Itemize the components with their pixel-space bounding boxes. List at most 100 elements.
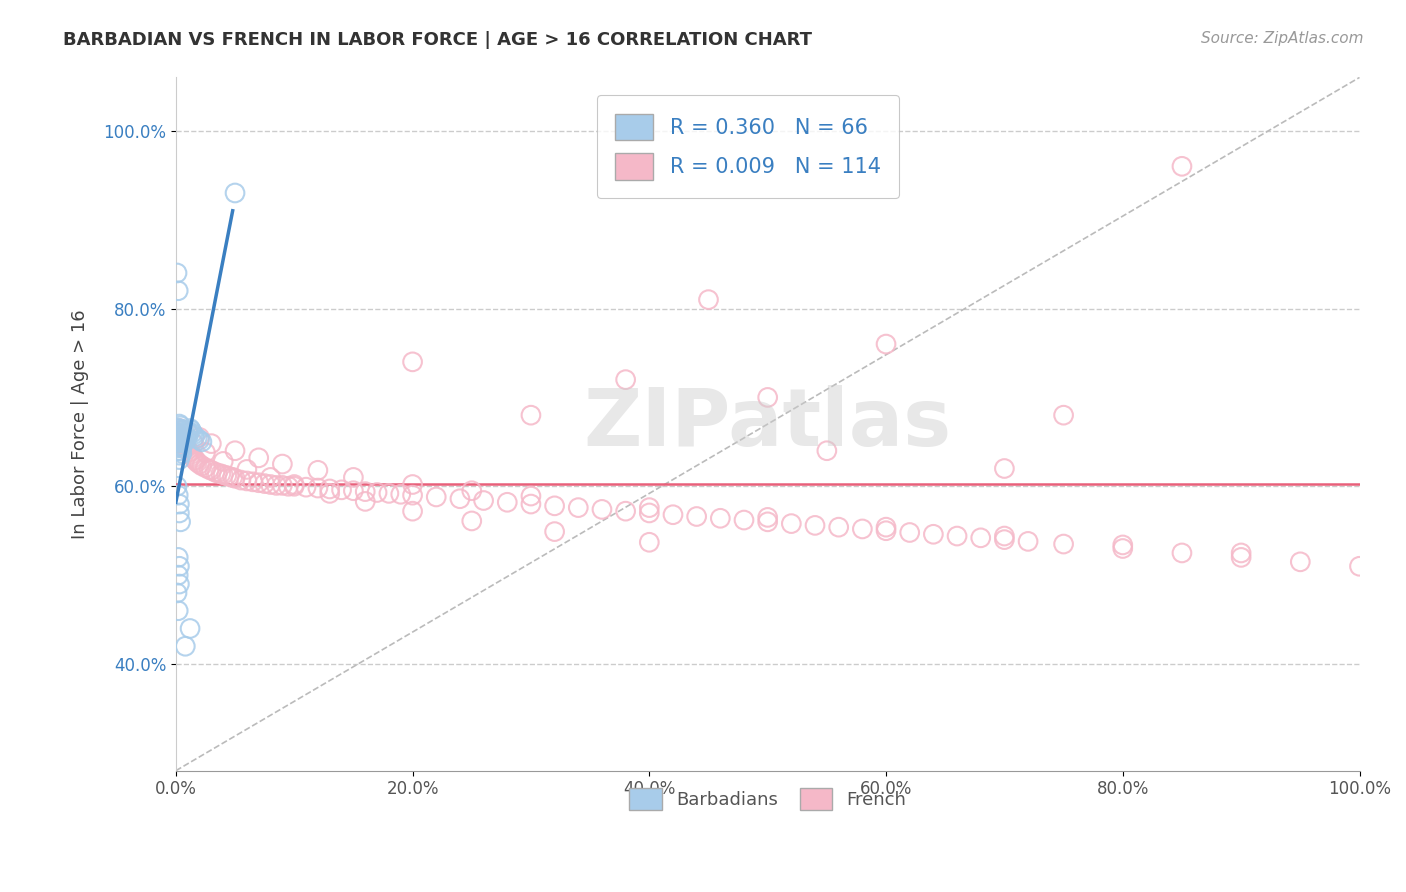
Point [176,424,198,438]
Point [173,435,195,450]
Point [167,434,190,449]
Point [638,500,661,515]
Point [188,433,211,447]
Point [169,430,191,444]
Point [922,527,945,541]
Point [174,439,197,453]
Point [183,450,205,465]
Point [176,430,198,444]
Point [543,524,565,539]
Point [401,488,423,502]
Point [167,443,190,458]
Point [176,425,198,440]
Point [209,467,232,481]
Point [946,529,969,543]
Point [1112,541,1135,556]
Point [319,482,342,496]
Point [173,437,195,451]
Point [169,433,191,447]
Point [259,477,281,491]
Point [520,489,543,503]
Point [1171,159,1194,173]
Point [378,486,401,500]
Point [169,421,191,435]
Point [215,468,238,483]
Point [307,481,329,495]
Point [170,431,193,445]
Point [638,535,661,549]
Point [638,506,661,520]
Point [183,427,205,442]
Point [236,474,259,488]
Point [167,550,190,565]
Point [174,640,197,654]
Point [169,427,191,442]
Point [186,431,208,445]
Point [461,483,484,498]
Point [170,441,193,455]
Point [207,466,229,480]
Point [277,479,299,493]
Point [166,436,188,450]
Point [970,531,993,545]
Legend: Barbadians, French: Barbadians, French [614,773,921,824]
Point [170,434,193,448]
Point [1052,408,1074,422]
Point [461,514,484,528]
Point [173,430,195,444]
Point [170,422,193,436]
Point [167,425,190,440]
Point [169,497,191,511]
Point [177,425,200,440]
Point [169,577,191,591]
Point [166,425,188,440]
Point [176,442,198,457]
Point [875,520,897,534]
Point [167,439,190,453]
Point [167,284,190,298]
Point [169,432,191,446]
Point [166,430,188,444]
Y-axis label: In Labor Force | Age > 16: In Labor Force | Age > 16 [72,310,89,539]
Point [898,525,921,540]
Point [194,445,217,459]
Point [173,425,195,440]
Point [170,435,193,450]
Point [191,434,214,449]
Point [993,533,1015,547]
Point [685,509,707,524]
Point [169,425,191,440]
Point [170,446,193,460]
Point [242,475,264,489]
Point [543,499,565,513]
Point [756,391,779,405]
Point [354,494,377,508]
Point [169,430,191,444]
Point [194,460,217,475]
Point [188,430,211,444]
Point [177,444,200,458]
Point [266,478,288,492]
Point [167,427,190,442]
Point [662,508,685,522]
Point [184,429,207,443]
Point [172,424,194,438]
Point [179,622,201,636]
Point [172,434,194,448]
Point [342,483,364,498]
Point [218,469,240,483]
Point [166,479,188,493]
Point [875,337,897,351]
Point [166,425,188,440]
Point [330,483,353,497]
Point [172,435,194,450]
Point [212,454,235,468]
Point [520,497,543,511]
Point [449,491,471,506]
Point [472,493,495,508]
Point [169,452,191,467]
Point [169,434,191,449]
Point [319,486,342,500]
Point [166,586,188,600]
Point [200,436,222,450]
